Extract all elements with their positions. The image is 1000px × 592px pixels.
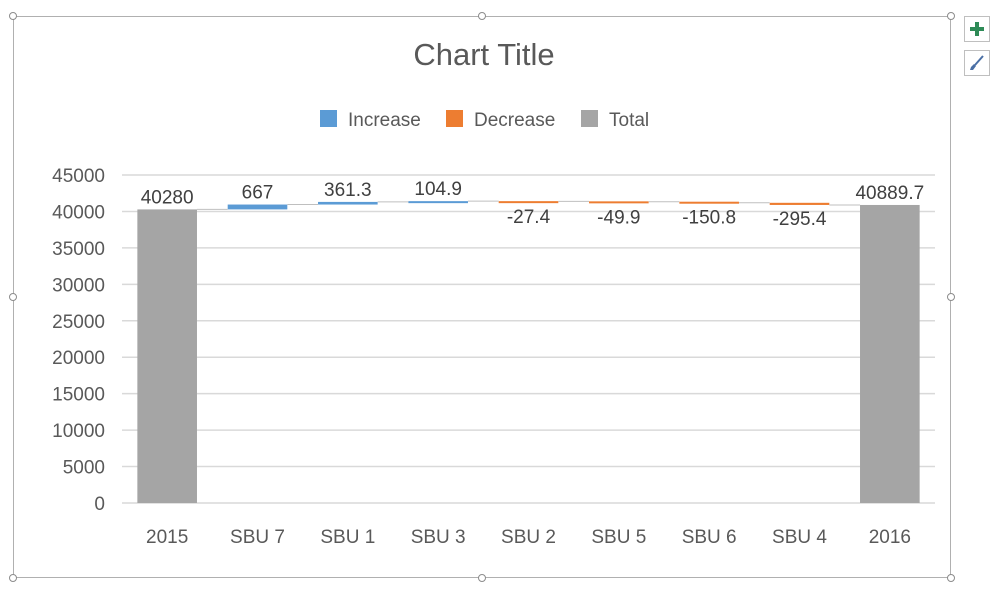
bar-2015[interactable] — [137, 209, 197, 503]
resize-handle-bottom-right[interactable] — [947, 574, 955, 582]
legend-item-total[interactable]: Total — [581, 110, 649, 131]
legend-swatch — [446, 110, 463, 127]
bars — [137, 201, 920, 503]
y-tick-label: 5000 — [63, 458, 105, 479]
chart-area[interactable]: Chart Title Increase Decrease Total 0 5000 1… — [13, 16, 951, 578]
waterfall-chart: Chart Title Increase Decrease Total 0 5000 1… — [52, 37, 935, 548]
chart-styles-button[interactable] — [964, 50, 990, 76]
data-label: -49.9 — [597, 207, 640, 228]
data-label: 40889.7 — [855, 183, 924, 204]
data-label: 104.9 — [414, 179, 462, 200]
x-tick-label: 2015 — [146, 527, 188, 548]
data-label: 361.3 — [324, 180, 372, 201]
resize-handle-middle-left[interactable] — [9, 293, 17, 301]
bar-sbu-5[interactable] — [589, 201, 649, 204]
x-tick-label: SBU 7 — [230, 527, 285, 548]
data-label: 667 — [242, 183, 274, 204]
data-label: -27.4 — [507, 207, 551, 228]
resize-handle-bottom-left[interactable] — [9, 574, 17, 582]
data-labels: 40280 667 361.3 104.9 -27.4 -49.9 -150.8 -295.4… — [141, 179, 924, 230]
y-tick-label: 10000 — [52, 421, 105, 442]
x-tick-label: SBU 3 — [411, 527, 466, 548]
y-axis[interactable]: 0 5000 10000 15000 20000 25000 30000 35000 40000… — [52, 166, 105, 515]
connector-lines — [196, 200, 861, 210]
resize-handle-bottom-center[interactable] — [478, 574, 486, 582]
chart-title[interactable]: Chart Title — [413, 37, 554, 72]
y-tick-label: 15000 — [52, 385, 105, 406]
x-tick-label: SBU 2 — [501, 527, 556, 548]
resize-handle-middle-right[interactable] — [947, 293, 955, 301]
brush-icon — [970, 55, 984, 70]
bar-sbu-1[interactable] — [318, 201, 378, 205]
legend-label: Decrease — [474, 110, 555, 131]
plus-icon — [970, 22, 984, 36]
x-tick-label: SBU 1 — [320, 527, 375, 548]
data-label: 40280 — [141, 187, 194, 208]
legend-swatch — [581, 110, 598, 127]
resize-handle-top-right[interactable] — [947, 12, 955, 20]
y-tick-label: 20000 — [52, 348, 105, 369]
y-tick-label: 0 — [94, 494, 105, 515]
y-tick-label: 40000 — [52, 202, 105, 223]
legend-label: Total — [609, 110, 649, 131]
x-tick-label: SBU 5 — [591, 527, 646, 548]
bar-sbu-3[interactable] — [408, 201, 468, 204]
gridlines — [122, 174, 935, 504]
y-tick-label: 35000 — [52, 239, 105, 260]
y-tick-label: 30000 — [52, 275, 105, 296]
resize-handle-top-center[interactable] — [478, 12, 486, 20]
resize-handle-top-left[interactable] — [9, 12, 17, 20]
bar-sbu-2[interactable] — [498, 201, 559, 204]
data-label: -150.8 — [682, 208, 736, 229]
legend-swatch — [320, 110, 337, 127]
bar-2016[interactable] — [860, 204, 920, 503]
x-tick-label: SBU 6 — [682, 527, 737, 548]
data-label: -295.4 — [773, 209, 827, 230]
bar-sbu-7[interactable] — [227, 204, 288, 210]
y-tick-label: 45000 — [52, 166, 105, 187]
legend[interactable]: Increase Decrease Total — [320, 110, 649, 131]
legend-label: Increase — [348, 110, 421, 131]
bar-sbu-4[interactable] — [769, 202, 830, 205]
chart-elements-button[interactable] — [964, 16, 990, 42]
x-tick-label: SBU 4 — [772, 527, 827, 548]
x-axis[interactable]: 2015 SBU 7 SBU 1 SBU 3 SBU 2 SBU 5 SBU 6 SBU 4 2… — [146, 527, 911, 548]
y-tick-label: 25000 — [52, 312, 105, 333]
legend-item-decrease[interactable]: Decrease — [446, 110, 555, 131]
x-tick-label: 2016 — [869, 527, 911, 548]
legend-item-increase[interactable]: Increase — [320, 110, 421, 131]
bar-sbu-6[interactable] — [679, 201, 739, 204]
